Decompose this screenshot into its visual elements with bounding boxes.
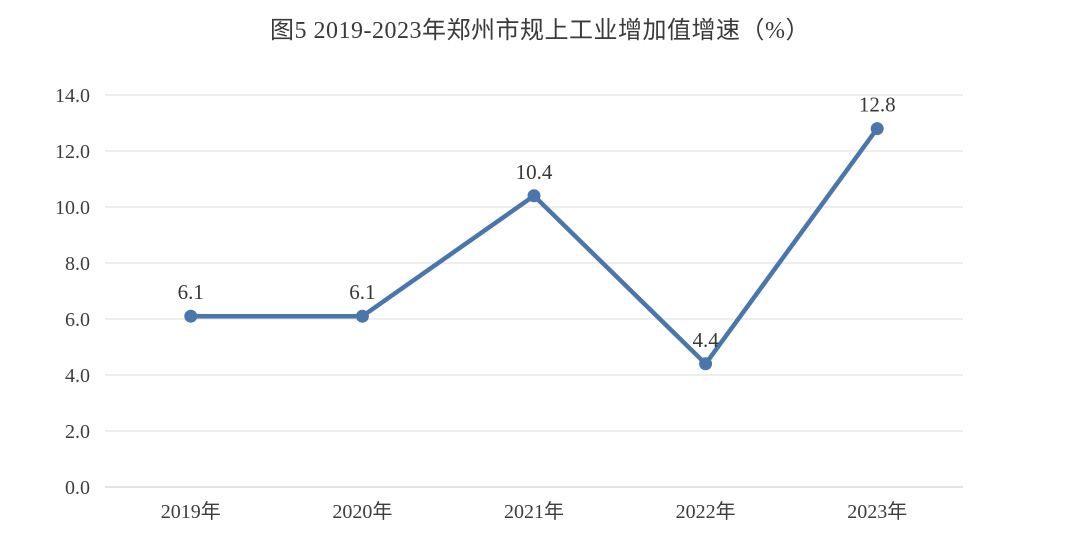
x-axis-tick-label: 2021年 <box>504 500 564 523</box>
data-point-label: 12.8 <box>859 93 896 117</box>
x-axis-tick-label: 2023年 <box>847 500 907 523</box>
data-point-marker <box>355 309 369 323</box>
y-axis-tick-label: 2.0 <box>65 421 90 443</box>
y-axis-tick-label: 14.0 <box>55 85 90 107</box>
data-point-marker <box>527 189 541 203</box>
data-point-label: 6.1 <box>349 280 375 304</box>
data-point-label: 10.4 <box>516 160 553 184</box>
data-point-marker <box>870 122 884 136</box>
y-axis-tick-label: 12.0 <box>55 141 90 163</box>
y-axis-tick-label: 4.0 <box>65 365 90 387</box>
x-axis-tick-label: 2022年 <box>676 500 736 523</box>
data-point-label: 4.4 <box>692 328 719 352</box>
data-point-marker <box>184 309 198 323</box>
chart-title: 图5 2019-2023年郑州市规上工业增加值增速（%） <box>270 18 810 44</box>
x-axis-tick-label: 2020年 <box>332 500 392 523</box>
data-point-marker <box>699 357 713 371</box>
y-axis-tick-label: 6.0 <box>65 309 90 331</box>
y-axis-tick-label: 8.0 <box>65 253 90 275</box>
data-point-label: 6.1 <box>178 280 204 304</box>
y-axis-tick-label: 0.0 <box>65 477 90 499</box>
x-axis-tick-label: 2019年 <box>161 500 221 523</box>
y-axis-tick-label: 10.0 <box>55 197 90 219</box>
